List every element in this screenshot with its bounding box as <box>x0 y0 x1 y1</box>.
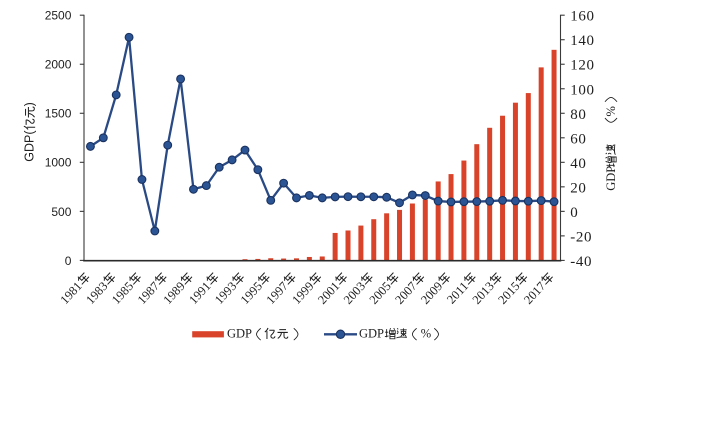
svg-text:GDP: GDP <box>359 327 384 341</box>
svg-text:120: 120 <box>570 58 594 74</box>
svg-text:1000: 1000 <box>45 156 72 170</box>
svg-text:60: 60 <box>570 131 586 147</box>
svg-text:100: 100 <box>570 82 594 98</box>
svg-text:500: 500 <box>51 205 71 219</box>
svg-text:40: 40 <box>570 156 586 172</box>
svg-text:0: 0 <box>65 254 72 268</box>
svg-text:2500: 2500 <box>45 9 72 23</box>
svg-text:GDP: GDP <box>227 327 252 341</box>
svg-text:-40: -40 <box>570 254 592 270</box>
svg-text:GDP: GDP <box>604 166 618 191</box>
svg-text:GDP(: GDP( <box>23 130 37 162</box>
svg-text:0: 0 <box>570 205 578 221</box>
svg-text:160: 160 <box>570 9 594 25</box>
svg-text:140: 140 <box>570 33 594 49</box>
svg-text:%: % <box>604 106 618 116</box>
svg-text:): ) <box>23 102 37 106</box>
svg-text:80: 80 <box>570 107 586 123</box>
svg-text:1500: 1500 <box>45 107 72 121</box>
svg-text:%: % <box>421 327 431 341</box>
svg-text:20: 20 <box>570 180 586 196</box>
svg-text:-20: -20 <box>570 229 592 245</box>
svg-text:2000: 2000 <box>45 58 72 72</box>
